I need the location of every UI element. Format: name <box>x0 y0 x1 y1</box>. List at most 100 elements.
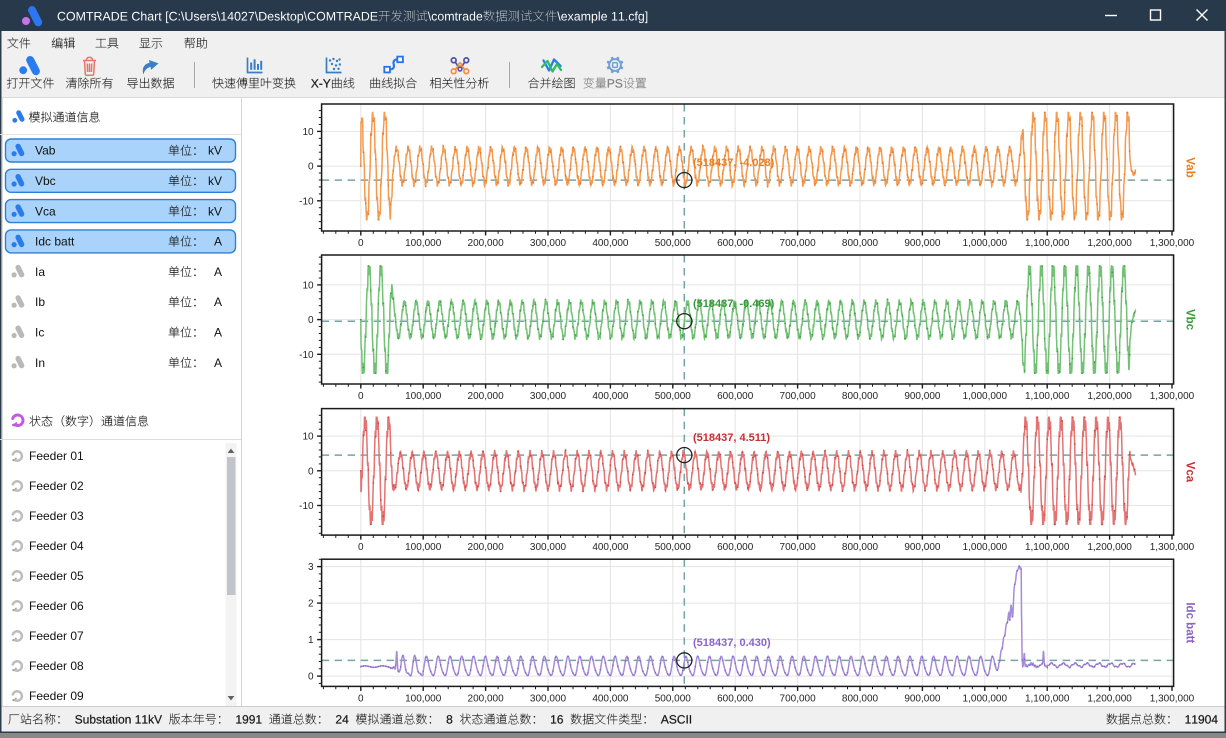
svg-text:700,000: 700,000 <box>780 542 817 553</box>
svg-text:Feeder 07: Feeder 07 <box>29 629 84 643</box>
svg-text:800,000: 800,000 <box>842 391 879 402</box>
svg-text:400,000: 400,000 <box>592 391 629 402</box>
svg-text:10: 10 <box>302 127 314 138</box>
svg-text:0: 0 <box>358 693 364 704</box>
svg-text:1,200,000: 1,200,000 <box>1087 542 1132 553</box>
svg-text:A: A <box>214 235 222 249</box>
svg-text:0: 0 <box>308 315 314 326</box>
svg-text:0: 0 <box>358 542 364 553</box>
svg-text:A: A <box>214 356 222 370</box>
svg-text:Ia: Ia <box>35 265 45 279</box>
svg-text:600,000: 600,000 <box>717 238 754 249</box>
svg-text:kV: kV <box>208 144 222 158</box>
svg-text:Idc batt: Idc batt <box>35 235 75 249</box>
svg-text:800,000: 800,000 <box>842 693 879 704</box>
svg-text:Feeder 01: Feeder 01 <box>29 449 84 463</box>
svg-text:0: 0 <box>358 238 364 249</box>
svg-text:3: 3 <box>308 562 314 573</box>
svg-text:Ic: Ic <box>35 326 44 340</box>
svg-text:(518437, -4.028): (518437, -4.028) <box>693 157 775 169</box>
svg-text:(518437, -0.469): (518437, -0.469) <box>693 298 775 310</box>
svg-text:300,000: 300,000 <box>530 542 567 553</box>
svg-text:1,000,000: 1,000,000 <box>963 542 1008 553</box>
svg-text:1,100,000: 1,100,000 <box>1025 238 1070 249</box>
svg-text:2: 2 <box>308 599 314 610</box>
svg-text:400,000: 400,000 <box>592 238 629 249</box>
svg-text:700,000: 700,000 <box>780 693 817 704</box>
svg-text:900,000: 900,000 <box>904 238 941 249</box>
svg-text:0: 0 <box>308 466 314 477</box>
svg-text:900,000: 900,000 <box>904 542 941 553</box>
svg-text:-10: -10 <box>299 350 314 361</box>
svg-text:1,200,000: 1,200,000 <box>1087 238 1132 249</box>
svg-text:Vca: Vca <box>1184 462 1196 483</box>
svg-text:1,100,000: 1,100,000 <box>1025 542 1070 553</box>
svg-text:1,200,000: 1,200,000 <box>1087 693 1132 704</box>
svg-text:500,000: 500,000 <box>655 542 692 553</box>
svg-text:A: A <box>214 265 222 279</box>
svg-text:1,200,000: 1,200,000 <box>1087 391 1132 402</box>
svg-text:0: 0 <box>308 162 314 173</box>
svg-text:1,300,000: 1,300,000 <box>1150 238 1195 249</box>
svg-text:1,000,000: 1,000,000 <box>963 238 1008 249</box>
svg-text:100,000: 100,000 <box>405 238 442 249</box>
svg-text:10: 10 <box>302 280 314 291</box>
svg-text:500,000: 500,000 <box>655 238 692 249</box>
svg-text:Feeder 05: Feeder 05 <box>29 569 84 583</box>
svg-text:kV: kV <box>208 204 222 218</box>
svg-text:Feeder 09: Feeder 09 <box>29 689 84 703</box>
svg-text:700,000: 700,000 <box>780 238 817 249</box>
svg-text:Feeder 02: Feeder 02 <box>29 479 84 493</box>
svg-text:600,000: 600,000 <box>717 542 754 553</box>
svg-text:Vca: Vca <box>35 204 56 218</box>
svg-text:900,000: 900,000 <box>904 391 941 402</box>
svg-text:400,000: 400,000 <box>592 542 629 553</box>
svg-text:600,000: 600,000 <box>717 391 754 402</box>
svg-text:Feeder 03: Feeder 03 <box>29 509 84 523</box>
svg-text:100,000: 100,000 <box>405 693 442 704</box>
svg-text:1,300,000: 1,300,000 <box>1150 391 1195 402</box>
svg-text:Feeder 06: Feeder 06 <box>29 599 84 613</box>
svg-text:800,000: 800,000 <box>842 238 879 249</box>
svg-text:Feeder 04: Feeder 04 <box>29 539 84 553</box>
svg-text:Vab: Vab <box>1184 157 1196 177</box>
svg-text:1,300,000: 1,300,000 <box>1150 542 1195 553</box>
svg-text:200,000: 200,000 <box>468 391 505 402</box>
svg-text:800,000: 800,000 <box>842 542 879 553</box>
svg-text:A: A <box>214 326 222 340</box>
svg-text:Ib: Ib <box>35 295 45 309</box>
svg-text:10: 10 <box>302 432 314 443</box>
svg-text:200,000: 200,000 <box>468 542 505 553</box>
svg-text:200,000: 200,000 <box>468 693 505 704</box>
svg-text:1: 1 <box>308 635 314 646</box>
svg-text:-10: -10 <box>299 501 314 512</box>
svg-text:700,000: 700,000 <box>780 391 817 402</box>
svg-text:In: In <box>35 356 45 370</box>
svg-text:Vab: Vab <box>35 144 56 158</box>
svg-text:100,000: 100,000 <box>405 391 442 402</box>
svg-text:400,000: 400,000 <box>592 693 629 704</box>
svg-text:300,000: 300,000 <box>530 693 567 704</box>
svg-text:600,000: 600,000 <box>717 693 754 704</box>
svg-text:(518437, 0.430): (518437, 0.430) <box>693 637 771 649</box>
svg-text:300,000: 300,000 <box>530 238 567 249</box>
svg-text:1,000,000: 1,000,000 <box>963 693 1008 704</box>
svg-text:0: 0 <box>358 391 364 402</box>
svg-text:500,000: 500,000 <box>655 693 692 704</box>
svg-text:1,300,000: 1,300,000 <box>1150 693 1195 704</box>
svg-text:kV: kV <box>208 174 222 188</box>
svg-text:(518437, 4.511): (518437, 4.511) <box>693 432 770 444</box>
svg-text:Idc batt: Idc batt <box>1184 602 1196 643</box>
svg-text:900,000: 900,000 <box>904 693 941 704</box>
svg-text:A: A <box>214 295 222 309</box>
svg-text:Vbc: Vbc <box>35 174 56 188</box>
svg-text:300,000: 300,000 <box>530 391 567 402</box>
svg-text:Vbc: Vbc <box>1184 309 1196 331</box>
svg-text:500,000: 500,000 <box>655 391 692 402</box>
svg-text:1,100,000: 1,100,000 <box>1025 693 1070 704</box>
svg-text:-10: -10 <box>299 196 314 207</box>
svg-text:1,000,000: 1,000,000 <box>963 391 1008 402</box>
svg-text:0: 0 <box>308 672 314 683</box>
svg-text:Feeder 08: Feeder 08 <box>29 659 84 673</box>
svg-text:1,100,000: 1,100,000 <box>1025 391 1070 402</box>
